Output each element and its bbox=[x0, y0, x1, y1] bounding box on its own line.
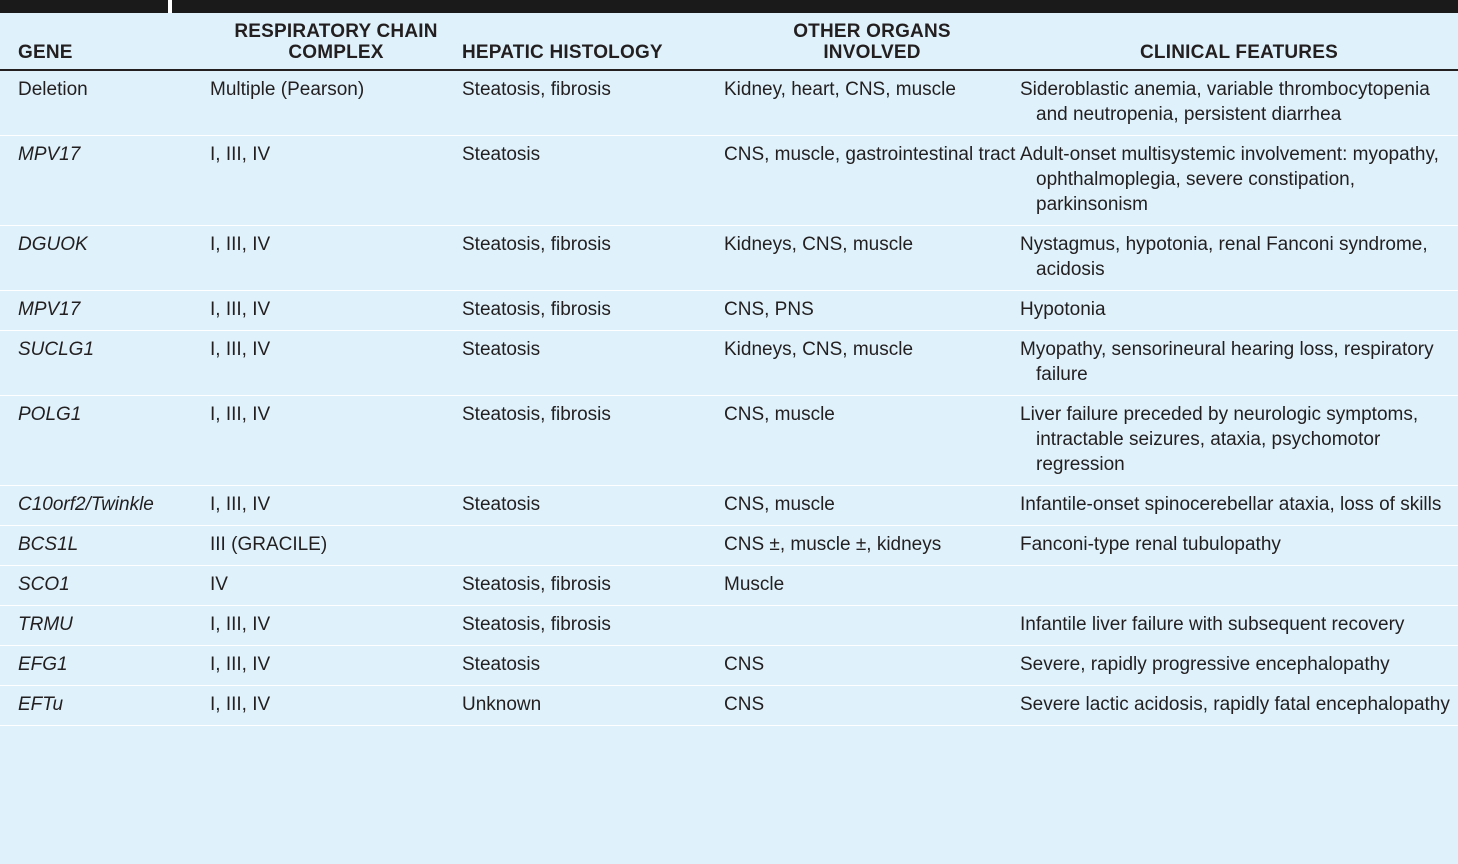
cell-features: Liver failure preceded by neurologic sym… bbox=[1020, 395, 1458, 486]
cell-histology: Steatosis, fibrosis bbox=[462, 605, 724, 646]
cell-organs: Kidneys, CNS, muscle bbox=[724, 330, 1020, 396]
cell-organs: CNS bbox=[724, 645, 1020, 686]
cell-organs bbox=[724, 605, 1020, 646]
cell-gene: SCO1 bbox=[0, 565, 210, 606]
cell-organs: CNS bbox=[724, 685, 1020, 726]
cell-gene: EFTu bbox=[0, 685, 210, 726]
table-row: SUCLG1 I, III, IV Steatosis Kidneys, CNS… bbox=[0, 330, 1458, 396]
cell-organs: CNS, muscle, gastrointestinal tract bbox=[724, 135, 1020, 226]
cell-features: Adult-onset multisystemic involvement: m… bbox=[1020, 135, 1458, 226]
top-rule bbox=[0, 0, 1458, 13]
cell-features bbox=[1020, 565, 1458, 606]
cell-histology: Steatosis, fibrosis bbox=[462, 395, 724, 486]
cell-histology: Steatosis, fibrosis bbox=[462, 225, 724, 291]
header-complex: RESPIRATORY CHAIN COMPLEX bbox=[210, 13, 462, 70]
cell-gene: C10orf2/Twinkle bbox=[0, 485, 210, 526]
cell-organs: CNS, muscle bbox=[724, 395, 1020, 486]
table-row: MPV17 I, III, IV Steatosis CNS, muscle, … bbox=[0, 135, 1458, 226]
cell-histology: Steatosis bbox=[462, 485, 724, 526]
table-row: SCO1 IV Steatosis, fibrosis Muscle bbox=[0, 565, 1458, 606]
cell-complex: I, III, IV bbox=[210, 685, 462, 726]
header-gene: GENE bbox=[0, 13, 210, 70]
cell-histology: Steatosis bbox=[462, 330, 724, 396]
cell-organs: CNS, PNS bbox=[724, 290, 1020, 331]
cell-gene: MPV17 bbox=[0, 135, 210, 226]
cell-complex: IV bbox=[210, 565, 462, 606]
cell-features: Hypotonia bbox=[1020, 290, 1458, 331]
cell-features: Sideroblastic anemia, variable thrombocy… bbox=[1020, 70, 1458, 136]
cell-complex: I, III, IV bbox=[210, 605, 462, 646]
cell-histology: Steatosis, fibrosis bbox=[462, 70, 724, 136]
cell-histology: Unknown bbox=[462, 685, 724, 726]
mitochondrial-hepatopathy-table: GENE RESPIRATORY CHAIN COMPLEX HEPATIC HI… bbox=[0, 13, 1458, 726]
cell-gene: Deletion bbox=[0, 70, 210, 136]
cell-complex: I, III, IV bbox=[210, 290, 462, 331]
cell-gene: SUCLG1 bbox=[0, 330, 210, 396]
table-row: C10orf2/Twinkle I, III, IV Steatosis CNS… bbox=[0, 485, 1458, 526]
cell-gene: MPV17 bbox=[0, 290, 210, 331]
header-histology: HEPATIC HISTOLOGY bbox=[462, 13, 724, 70]
cell-complex: I, III, IV bbox=[210, 485, 462, 526]
table-row: BCS1L III (GRACILE) CNS ±, muscle ±, kid… bbox=[0, 525, 1458, 566]
cell-complex: I, III, IV bbox=[210, 395, 462, 486]
cell-gene: POLG1 bbox=[0, 395, 210, 486]
cell-gene: TRMU bbox=[0, 605, 210, 646]
cell-organs: CNS, muscle bbox=[724, 485, 1020, 526]
cell-organs: Kidney, heart, CNS, muscle bbox=[724, 70, 1020, 136]
cell-complex: I, III, IV bbox=[210, 135, 462, 226]
cell-features: Infantile-onset spinocerebellar ataxia, … bbox=[1020, 485, 1458, 526]
cell-organs: CNS ±, muscle ±, kidneys bbox=[724, 525, 1020, 566]
cell-features: Myopathy, sensorineural hearing loss, re… bbox=[1020, 330, 1458, 396]
header-features: CLINICAL FEATURES bbox=[1020, 13, 1458, 70]
cell-complex: I, III, IV bbox=[210, 330, 462, 396]
cell-features: Infantile liver failure with subsequent … bbox=[1020, 605, 1458, 646]
cell-histology: Steatosis bbox=[462, 645, 724, 686]
table-row: POLG1 I, III, IV Steatosis, fibrosis CNS… bbox=[0, 395, 1458, 486]
table-row: TRMU I, III, IV Steatosis, fibrosis Infa… bbox=[0, 605, 1458, 646]
cell-features: Severe lactic acidosis, rapidly fatal en… bbox=[1020, 685, 1458, 726]
cell-organs: Kidneys, CNS, muscle bbox=[724, 225, 1020, 291]
cell-gene: BCS1L bbox=[0, 525, 210, 566]
table-panel: GENE RESPIRATORY CHAIN COMPLEX HEPATIC HI… bbox=[0, 13, 1458, 864]
top-rule-gap bbox=[168, 0, 172, 13]
cell-histology: Steatosis bbox=[462, 135, 724, 226]
cell-complex: III (GRACILE) bbox=[210, 525, 462, 566]
cell-organs: Muscle bbox=[724, 565, 1020, 606]
cell-complex: I, III, IV bbox=[210, 225, 462, 291]
cell-features: Fanconi-type renal tubulopathy bbox=[1020, 525, 1458, 566]
cell-features: Severe, rapidly progressive encephalopat… bbox=[1020, 645, 1458, 686]
cell-histology bbox=[462, 525, 724, 566]
header-organs: OTHER ORGANS INVOLVED bbox=[724, 13, 1020, 70]
cell-complex: Multiple (Pearson) bbox=[210, 70, 462, 136]
table-header-row: GENE RESPIRATORY CHAIN COMPLEX HEPATIC HI… bbox=[0, 13, 1458, 70]
table-row: EFG1 I, III, IV Steatosis CNS Severe, ra… bbox=[0, 645, 1458, 686]
cell-histology: Steatosis, fibrosis bbox=[462, 565, 724, 606]
table-row: Deletion Multiple (Pearson) Steatosis, f… bbox=[0, 70, 1458, 136]
cell-complex: I, III, IV bbox=[210, 645, 462, 686]
table-row: EFTu I, III, IV Unknown CNS Severe lacti… bbox=[0, 685, 1458, 726]
cell-gene: EFG1 bbox=[0, 645, 210, 686]
cell-histology: Steatosis, fibrosis bbox=[462, 290, 724, 331]
table-row: DGUOK I, III, IV Steatosis, fibrosis Kid… bbox=[0, 225, 1458, 291]
cell-features: Nystagmus, hypotonia, renal Fanconi synd… bbox=[1020, 225, 1458, 291]
table-row: MPV17 I, III, IV Steatosis, fibrosis CNS… bbox=[0, 290, 1458, 331]
cell-gene: DGUOK bbox=[0, 225, 210, 291]
